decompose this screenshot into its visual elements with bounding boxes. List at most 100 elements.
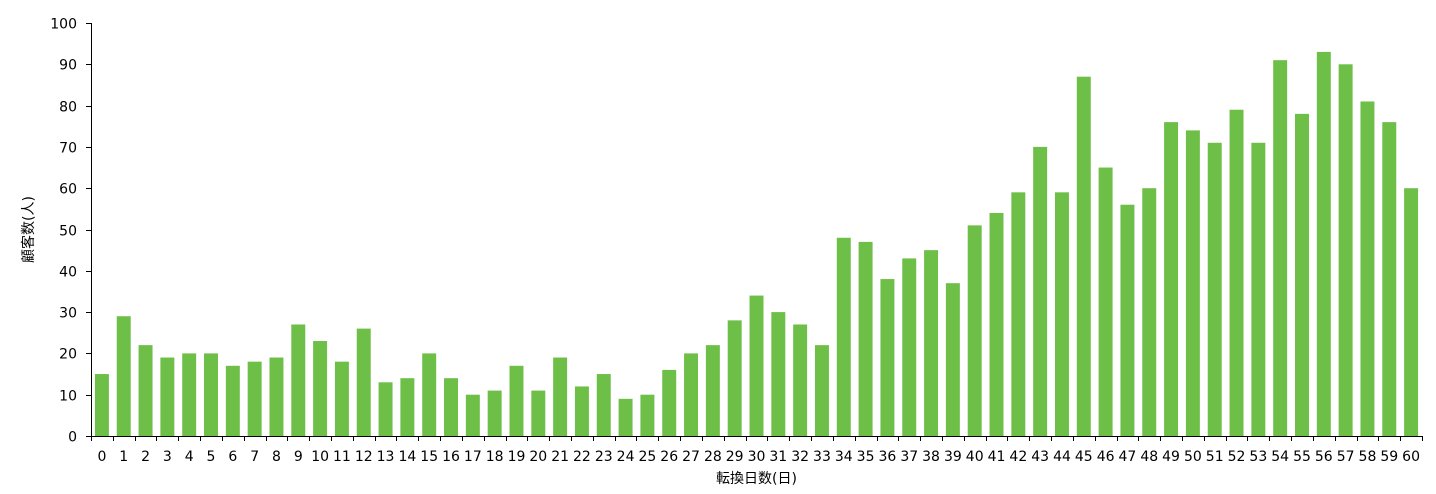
bar-34 <box>836 237 851 436</box>
bar-25 <box>640 394 655 436</box>
x-tick-label-8: 8 <box>272 449 281 465</box>
bar-35 <box>858 241 873 436</box>
x-tick-label-46: 46 <box>1097 449 1115 465</box>
x-tick-label-20: 20 <box>529 449 547 465</box>
y-tick-label-80: 80 <box>59 100 77 116</box>
bar-30 <box>749 295 764 436</box>
bar-39 <box>945 283 960 436</box>
y-tick-label-70: 70 <box>59 141 77 157</box>
bar-11 <box>334 361 349 436</box>
x-tick-label-37: 37 <box>900 449 918 465</box>
bar-59 <box>1382 122 1397 437</box>
y-tick-label-20: 20 <box>59 347 77 363</box>
x-tick-label-17: 17 <box>464 449 482 465</box>
x-tick-label-19: 19 <box>508 449 526 465</box>
bar-58 <box>1360 101 1375 436</box>
bar-45 <box>1076 76 1091 436</box>
x-tick-label-45: 45 <box>1075 449 1093 465</box>
bar-28 <box>705 345 720 436</box>
bar-47 <box>1120 204 1135 436</box>
bar-12 <box>356 328 371 436</box>
x-tick-label-39: 39 <box>944 449 962 465</box>
x-tick-label-10: 10 <box>311 449 329 465</box>
x-tick-label-54: 54 <box>1271 449 1289 465</box>
x-tick-label-29: 29 <box>726 449 744 465</box>
x-tick-label-51: 51 <box>1206 449 1224 465</box>
x-tick-label-18: 18 <box>486 449 504 465</box>
x-tick-label-52: 52 <box>1228 449 1246 465</box>
x-tick-label-22: 22 <box>573 449 591 465</box>
bar-36 <box>880 279 895 436</box>
x-tick-label-15: 15 <box>420 449 438 465</box>
bar-5 <box>204 353 218 436</box>
x-tick-label-36: 36 <box>879 449 897 465</box>
x-tick-label-49: 49 <box>1162 449 1180 465</box>
bar-44 <box>1054 192 1069 436</box>
x-tick-label-48: 48 <box>1140 449 1158 465</box>
bar-1 <box>116 316 131 436</box>
x-tick-label-56: 56 <box>1315 449 1333 465</box>
x-tick-label-3: 3 <box>163 449 172 465</box>
y-tick-label-50: 50 <box>59 224 77 240</box>
x-tick-label-0: 0 <box>97 449 106 465</box>
bar-16 <box>444 378 458 436</box>
bar-10 <box>313 341 328 436</box>
y-axis-title: 顧客数(人) <box>20 196 37 263</box>
x-tick-label-55: 55 <box>1293 449 1311 465</box>
x-tick-label-47: 47 <box>1119 449 1137 465</box>
x-tick-label-30: 30 <box>748 449 766 465</box>
bar-53 <box>1251 142 1266 436</box>
x-tick-label-35: 35 <box>857 449 875 465</box>
bar-52 <box>1229 109 1244 436</box>
bar-0 <box>94 374 109 436</box>
bar-33 <box>814 345 829 436</box>
bar-4 <box>182 353 197 436</box>
x-tick-label-12: 12 <box>355 449 373 465</box>
x-tick-label-28: 28 <box>704 449 722 465</box>
x-tick-label-43: 43 <box>1031 449 1049 465</box>
y-tick-label-60: 60 <box>59 182 77 198</box>
x-tick-label-32: 32 <box>791 449 809 465</box>
x-tick-label-57: 57 <box>1337 449 1355 465</box>
bar-8 <box>269 357 284 436</box>
bar-51 <box>1207 142 1222 436</box>
bar-22 <box>574 386 589 436</box>
x-tick-label-7: 7 <box>250 449 259 465</box>
bar-2 <box>138 345 153 436</box>
x-tick-label-33: 33 <box>813 449 831 465</box>
bar-20 <box>531 390 546 436</box>
x-tick-label-40: 40 <box>966 449 984 465</box>
x-tick-label-38: 38 <box>922 449 940 465</box>
bar-50 <box>1185 130 1200 436</box>
x-tick-label-21: 21 <box>551 449 569 465</box>
x-tick-label-34: 34 <box>835 449 853 465</box>
x-tick-label-24: 24 <box>617 449 635 465</box>
y-tick-label-40: 40 <box>59 265 77 281</box>
y-axis: 0 10 20 30 40 50 60 70 80 90 100 <box>50 17 92 446</box>
bar-21 <box>553 357 568 436</box>
bar-6 <box>225 365 240 436</box>
bar-15 <box>422 353 437 436</box>
x-tick-label-6: 6 <box>228 449 237 465</box>
x-tick-label-31: 31 <box>769 449 787 465</box>
bars-group <box>94 51 1419 437</box>
x-tick-label-2: 2 <box>141 449 150 465</box>
bar-32 <box>793 324 808 436</box>
bar-41 <box>989 212 1004 436</box>
x-tick-label-53: 53 <box>1249 449 1267 465</box>
x-tick-label-25: 25 <box>638 449 656 465</box>
bar-14 <box>400 378 415 436</box>
bar-3 <box>160 357 175 436</box>
bar-48 <box>1142 188 1157 436</box>
bar-29 <box>727 320 742 436</box>
bar-60 <box>1404 188 1419 436</box>
x-tick-label-42: 42 <box>1009 449 1027 465</box>
x-tick-label-60: 60 <box>1402 449 1420 465</box>
bar-31 <box>771 312 786 436</box>
y-tick-label-30: 30 <box>59 306 77 322</box>
bar-43 <box>1033 146 1048 436</box>
x-tick-label-59: 59 <box>1380 449 1398 465</box>
bar-27 <box>684 353 699 436</box>
bar-26 <box>662 369 677 436</box>
